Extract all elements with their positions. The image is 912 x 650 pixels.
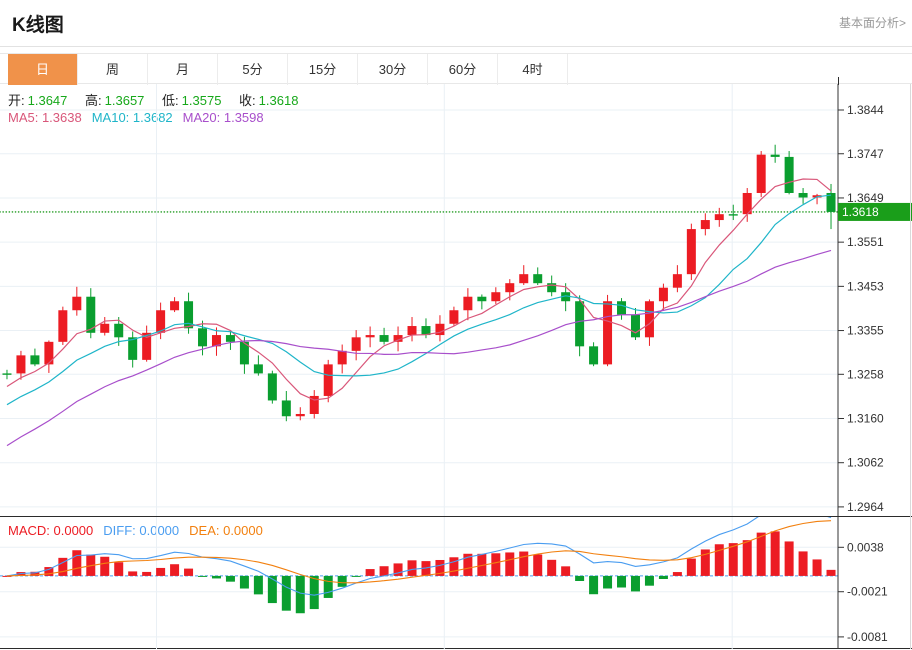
svg-text:1.3618: 1.3618: [842, 205, 879, 219]
svg-text:1.3649: 1.3649: [847, 191, 884, 205]
svg-text:1.3747: 1.3747: [847, 147, 884, 161]
svg-text:1.3453: 1.3453: [847, 279, 884, 293]
svg-text:1.3062: 1.3062: [847, 456, 884, 470]
svg-text:1.3160: 1.3160: [847, 412, 884, 426]
svg-text:1.2964: 1.2964: [847, 500, 884, 514]
svg-text:1.3355: 1.3355: [847, 324, 884, 338]
svg-text:-0.0021: -0.0021: [847, 585, 888, 599]
svg-text:1.3258: 1.3258: [847, 367, 884, 381]
svg-text:0.0038: 0.0038: [847, 540, 884, 554]
svg-text:1.3844: 1.3844: [847, 103, 884, 117]
svg-text:-0.0081: -0.0081: [847, 630, 888, 644]
svg-text:1.3551: 1.3551: [847, 235, 884, 249]
